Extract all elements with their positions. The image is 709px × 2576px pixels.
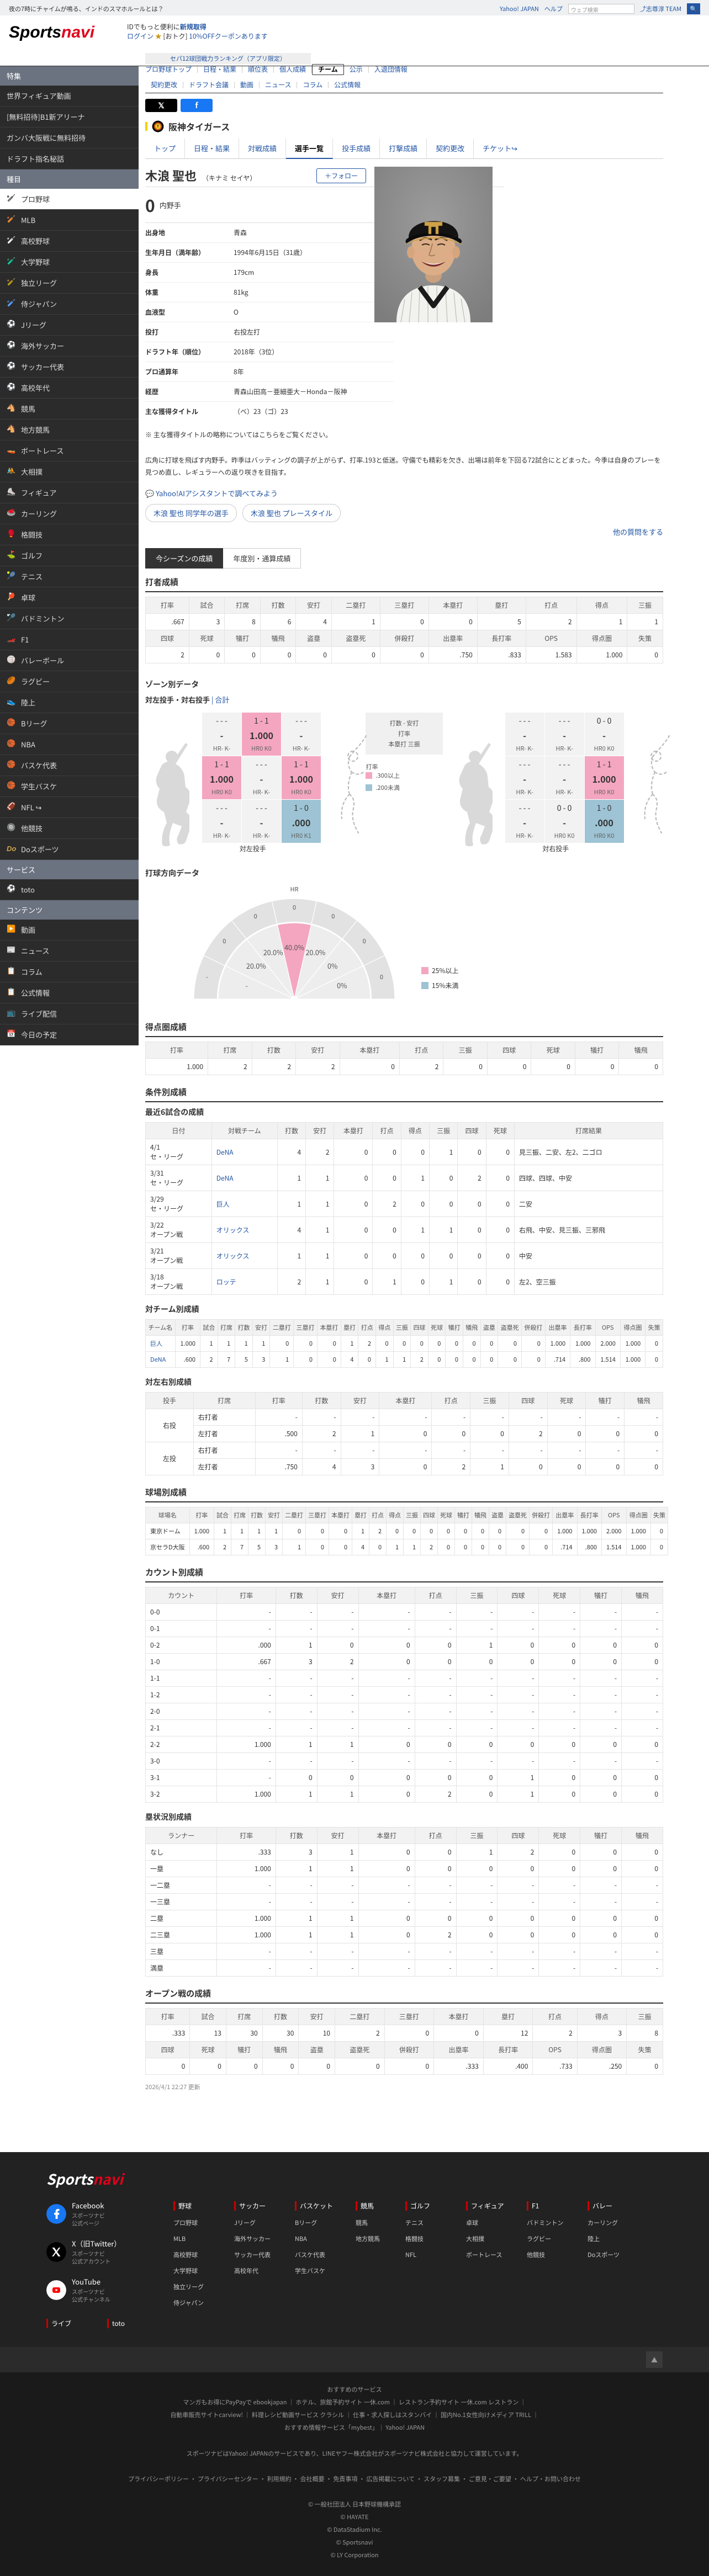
svg-text:-: - bbox=[206, 973, 208, 981]
svg-text:0: 0 bbox=[254, 912, 257, 921]
svg-text:HR: HR bbox=[290, 885, 299, 894]
svg-text:40.0%: 40.0% bbox=[284, 942, 304, 953]
svg-text:T: T bbox=[157, 125, 159, 129]
svg-text:0: 0 bbox=[331, 912, 335, 921]
svg-text:0%: 0% bbox=[327, 960, 338, 971]
svg-text:-: - bbox=[246, 980, 248, 990]
svg-text:20.0%: 20.0% bbox=[305, 947, 325, 957]
svg-text:0: 0 bbox=[293, 903, 296, 912]
svg-text:20.0%: 20.0% bbox=[263, 947, 283, 957]
svg-text:0%: 0% bbox=[337, 980, 347, 990]
svg-text:0: 0 bbox=[363, 937, 366, 946]
svg-text:0: 0 bbox=[380, 973, 383, 981]
svg-text:0: 0 bbox=[223, 937, 226, 946]
svg-text:20.0%: 20.0% bbox=[246, 960, 266, 971]
